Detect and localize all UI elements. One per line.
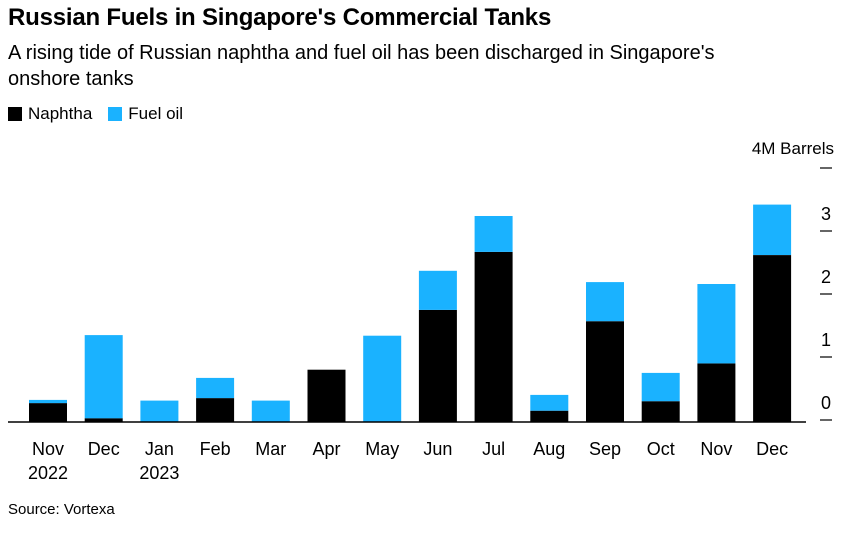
x-year-label-0: 2022 bbox=[28, 463, 68, 483]
x-tick-label-10: Sep bbox=[589, 439, 621, 459]
y-tick-label-3: 3 bbox=[821, 204, 831, 224]
bar-fuel-oil-3 bbox=[196, 377, 235, 399]
legend-swatch-naphtha bbox=[8, 107, 22, 121]
x-tick-label-7: Jun bbox=[423, 439, 452, 459]
y-tick-label-0: 0 bbox=[821, 393, 831, 413]
bar-fuel-oil-10 bbox=[586, 282, 624, 322]
source-note: Source: Vortexa bbox=[8, 501, 115, 518]
legend-swatch-fuel-oil bbox=[108, 107, 123, 121]
x-tick-label-11: Oct bbox=[647, 439, 675, 459]
x-tick-label-0: Nov bbox=[32, 439, 64, 459]
legend-item-fuel-oil: Fuel oil bbox=[108, 104, 183, 124]
x-tick-label-1: Dec bbox=[88, 439, 120, 459]
bar-naphtha-9 bbox=[530, 410, 569, 422]
bar-fuel-oil-6 bbox=[363, 335, 402, 422]
y-tick-label-1: 1 bbox=[821, 330, 831, 350]
y-unit-label: 4M Barrels bbox=[752, 139, 834, 158]
bar-naphtha-11 bbox=[641, 401, 680, 422]
x-tick-label-2: Jan bbox=[145, 439, 174, 459]
y-tick-label-2: 2 bbox=[821, 267, 831, 287]
bar-fuel-oil-11 bbox=[641, 372, 680, 402]
bar-naphtha-7 bbox=[418, 309, 457, 422]
bar-fuel-oil-0 bbox=[29, 399, 67, 404]
bar-fuel-oil-13 bbox=[753, 204, 792, 255]
x-tick-label-8: Jul bbox=[482, 439, 505, 459]
bar-fuel-oil-4 bbox=[251, 400, 290, 422]
bar-fuel-oil-12 bbox=[697, 284, 736, 364]
x-tick-label-4: Mar bbox=[255, 439, 286, 459]
bar-fuel-oil-2 bbox=[140, 400, 179, 422]
x-tick-label-13: Dec bbox=[756, 439, 788, 459]
bar-naphtha-3 bbox=[196, 398, 235, 422]
chart-title: Russian Fuels in Singapore's Commercial … bbox=[8, 4, 552, 31]
bar-naphtha-8 bbox=[474, 251, 513, 422]
x-tick-label-3: Feb bbox=[200, 439, 231, 459]
bar-naphtha-0 bbox=[29, 403, 67, 422]
bar-fuel-oil-1 bbox=[84, 335, 123, 419]
chart-subtitle: A rising tide of Russian naphtha and fue… bbox=[8, 42, 715, 90]
bar-naphtha-12 bbox=[697, 363, 736, 422]
bar-naphtha-1 bbox=[84, 418, 123, 422]
bar-fuel-oil-9 bbox=[530, 394, 569, 411]
bar-fuel-oil-8 bbox=[474, 216, 513, 252]
x-tick-label-12: Nov bbox=[700, 439, 732, 459]
x-year-label-2: 2023 bbox=[139, 463, 179, 483]
bar-naphtha-10 bbox=[586, 321, 624, 422]
bar-naphtha-5 bbox=[307, 369, 346, 422]
bar-fuel-oil-7 bbox=[418, 270, 457, 310]
legend: Naphtha Fuel oil bbox=[8, 104, 199, 124]
legend-label-fuel-oil: Fuel oil bbox=[128, 104, 184, 123]
x-tick-label-9: Aug bbox=[533, 439, 565, 459]
legend-label-naphtha: Naphtha bbox=[28, 104, 93, 123]
legend-item-naphtha: Naphtha bbox=[8, 104, 92, 124]
bar-naphtha-13 bbox=[753, 255, 792, 422]
x-tick-label-5: Apr bbox=[312, 439, 340, 459]
x-tick-label-6: May bbox=[365, 439, 399, 459]
